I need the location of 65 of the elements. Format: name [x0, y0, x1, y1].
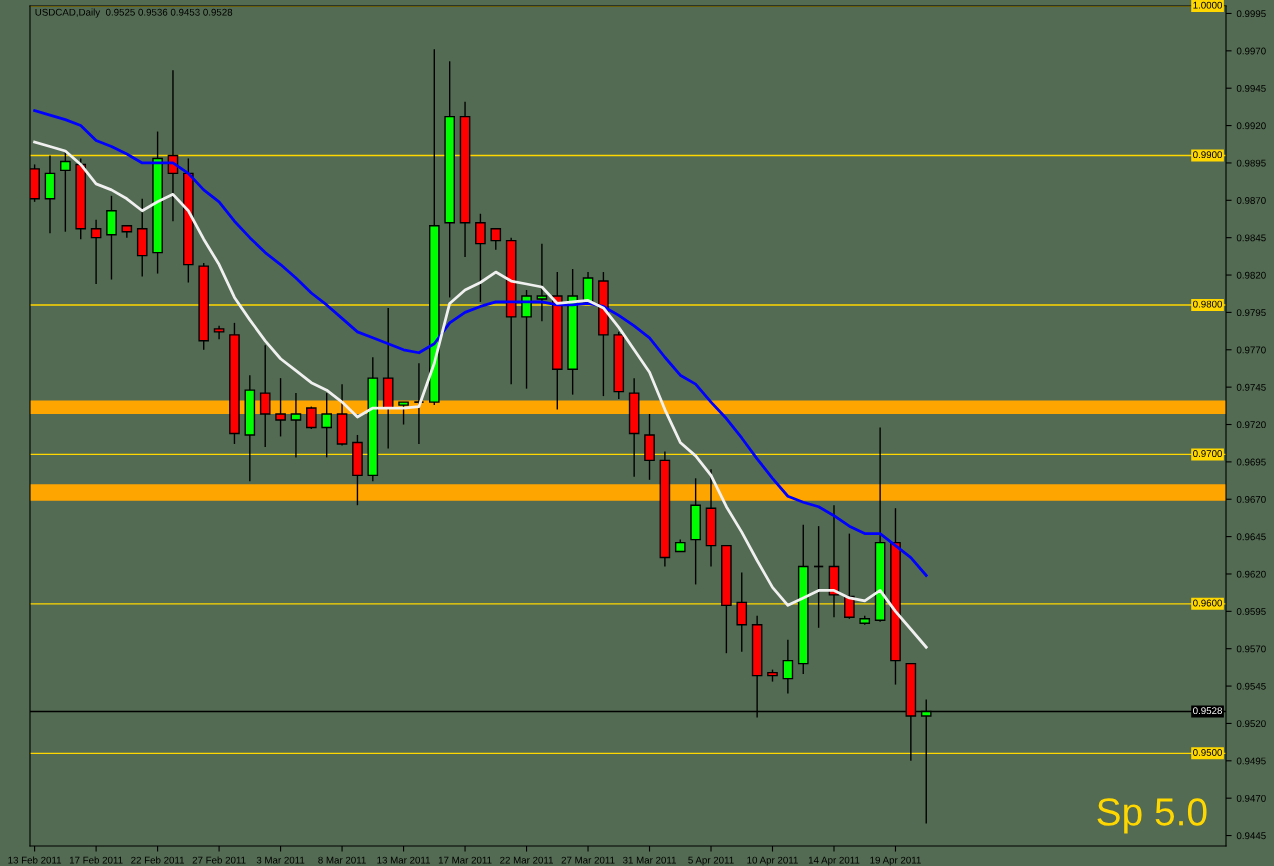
y-tick-label: 0.9695	[1236, 458, 1266, 466]
x-tick-label: 27 Mar 2011	[561, 856, 615, 864]
y-tick-label: 0.9920	[1236, 122, 1266, 130]
x-tick-label: 8 Mar 2011	[318, 856, 366, 864]
x-tick-label: 5 Apr 2011	[688, 856, 734, 866]
x-tick-label: 10 Apr 2011	[747, 856, 798, 866]
candlestick	[413, 362, 425, 445]
y-tick-label: 0.9970	[1236, 47, 1266, 55]
x-tick-label: 14 Apr 2011	[808, 856, 860, 866]
candlestick	[536, 242, 548, 323]
candlestick	[736, 571, 748, 653]
x-tick-label: 13 Mar 2011	[377, 856, 431, 864]
y-tick-label: 0.9445	[1236, 832, 1266, 840]
y-tick-label: 0.9745	[1236, 383, 1266, 391]
candlestick	[60, 151, 71, 233]
candlestick	[521, 289, 532, 390]
y-tick-label: 0.9570	[1236, 645, 1266, 653]
y-tick-label: 0.9520	[1236, 720, 1266, 728]
ref-line-label: 0.9700	[1193, 450, 1223, 458]
x-tick-label: 22 Feb 2011	[131, 856, 185, 864]
y-tick-label: 0.9620	[1236, 570, 1266, 578]
y-tick-label: 0.9845	[1236, 234, 1266, 242]
y-tick-label: 0.9545	[1236, 682, 1266, 690]
y-tick-label: 0.9795	[1236, 309, 1266, 317]
ref-line-label: 0.9800	[1193, 300, 1223, 308]
x-tick-label: 13 Feb 2011	[8, 856, 62, 864]
candlestick	[844, 532, 855, 620]
candlestick	[475, 213, 486, 303]
candlestick	[90, 219, 102, 285]
x-tick-label: 31 Mar 2011	[622, 856, 676, 864]
x-tick-label: 17 Feb 2011	[69, 856, 123, 864]
y-tick-label: 0.9470	[1236, 794, 1266, 802]
y-tick-label: 0.9595	[1236, 608, 1266, 615]
x-tick-label: 19 Apr 2011	[870, 856, 921, 866]
y-tick-label: 0.9870	[1236, 197, 1266, 204]
candlestick	[290, 392, 302, 459]
y-tick-label: 0.9670	[1236, 495, 1266, 503]
ref-line-label: 0.9528	[1193, 707, 1222, 715]
chart-title: USDCAD,Daily 0.9525 0.9536 0.9453 0.9528	[35, 8, 233, 18]
y-tick-label: 0.9820	[1236, 271, 1266, 279]
y-tick-label: 0.9995	[1236, 10, 1266, 18]
line-series	[33, 109, 928, 577]
ref-line-label: 0.9500	[1193, 749, 1223, 756]
candlestick	[106, 195, 117, 281]
y-tick-label: 0.9895	[1236, 159, 1266, 167]
line-series	[33, 140, 928, 649]
annotation: Sp 5.0	[1097, 798, 1207, 834]
candlestick	[275, 377, 286, 438]
ref-line-label: 0.9900	[1193, 151, 1223, 159]
x-tick-label: 3 Mar 2011	[256, 856, 305, 864]
x-tick-label: 27 Feb 2011	[192, 856, 246, 864]
y-tick-label: 0.9645	[1236, 533, 1266, 541]
ref-line-label: 0.9600	[1193, 599, 1223, 607]
candlestick	[490, 228, 502, 251]
ref-line-label: 1.0000	[1193, 1, 1223, 9]
x-tick-label: 17 Mar 2011	[438, 856, 492, 864]
y-tick-label: 0.9720	[1236, 421, 1266, 429]
y-tick-label: 0.9770	[1236, 346, 1266, 354]
x-tick-label: 22 Mar 2011	[500, 856, 553, 864]
candlestick	[259, 344, 271, 448]
candlestick	[782, 639, 794, 695]
y-tick-label: 0.9945	[1236, 84, 1266, 92]
y-tick-label: 0.9495	[1236, 757, 1266, 765]
candlestick	[398, 401, 409, 426]
candlestick	[321, 392, 333, 459]
